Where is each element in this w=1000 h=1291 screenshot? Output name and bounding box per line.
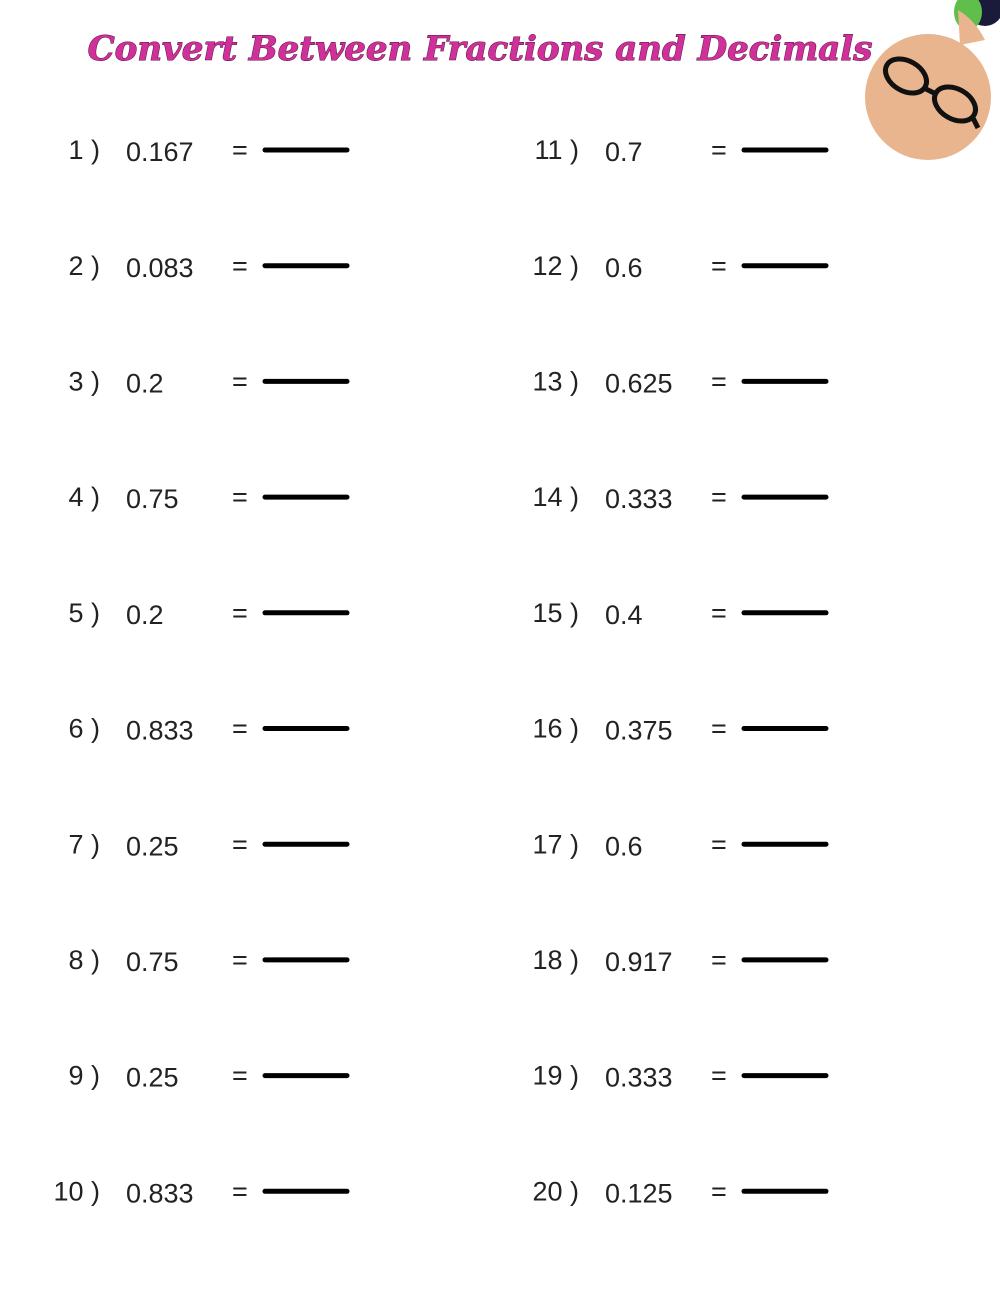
problem-number: 11 ): [534, 135, 579, 165]
decimal-value: 0.25: [126, 831, 179, 861]
decimal-value: 0.6: [605, 831, 643, 861]
decimal-value: 0.083: [126, 253, 194, 283]
problem-number: 20 ): [532, 1176, 579, 1206]
problem-number: 1 ): [68, 135, 100, 165]
problem-number: 5 ): [68, 598, 100, 628]
equals-sign: =: [711, 482, 727, 512]
problem-number: 9 ): [68, 1061, 100, 1091]
problem-number: 13 ): [532, 367, 579, 397]
equals-sign: =: [711, 1176, 727, 1206]
equals-sign: =: [232, 829, 248, 859]
problem-number: 3 ): [68, 367, 100, 397]
character-decoration: [865, 0, 1000, 160]
equals-sign: =: [232, 714, 248, 744]
problem-number: 12 ): [532, 251, 579, 281]
decimal-value: 0.125: [605, 1178, 673, 1208]
decimal-value: 0.2: [126, 600, 164, 630]
problem-number: 7 ): [68, 829, 100, 859]
equals-sign: =: [711, 945, 727, 975]
equals-sign: =: [232, 1061, 248, 1091]
decimal-value: 0.25: [126, 1063, 179, 1093]
problem-number: 17 ): [532, 829, 579, 859]
decimal-value: 0.2: [126, 369, 164, 399]
problem-number: 18 ): [532, 945, 579, 975]
equals-sign: =: [232, 135, 248, 165]
equals-sign: =: [711, 1061, 727, 1091]
problem-number: 6 ): [68, 714, 100, 744]
equals-sign: =: [232, 598, 248, 628]
problem-number: 4 ): [68, 482, 100, 512]
decimal-value: 0.833: [126, 716, 194, 746]
decimal-value: 0.917: [605, 947, 673, 977]
problem-number: 16 ): [532, 714, 579, 744]
decimal-value: 0.625: [605, 369, 673, 399]
decimal-value: 0.7: [605, 137, 643, 167]
equals-sign: =: [232, 251, 248, 281]
equals-sign: =: [232, 1176, 248, 1206]
problem-list: 1 ) 0.167 = 2 ) 0.083 = 3 ) 0.2 = 4 ) 0.75 = 5 ) 0.2 =…: [53, 135, 829, 1208]
decimal-value: 0.6: [605, 253, 643, 283]
problem-number: 15 ): [532, 598, 579, 628]
decimal-value: 0.333: [605, 1063, 673, 1093]
equals-sign: =: [711, 251, 727, 281]
decimal-value: 0.333: [605, 484, 673, 514]
equals-sign: =: [232, 945, 248, 975]
decimal-value: 0.833: [126, 1178, 194, 1208]
decimal-value: 0.375: [605, 716, 673, 746]
equals-sign: =: [711, 829, 727, 859]
decimal-value: 0.75: [126, 947, 179, 977]
problem-number: 19 ): [532, 1061, 579, 1091]
equals-sign: =: [711, 135, 727, 165]
problem-number: 2 ): [68, 251, 100, 281]
problem-number: 14 ): [532, 482, 579, 512]
worksheet-title: Convert Between Fractions and Decimals: [88, 29, 873, 69]
problem-number: 8 ): [68, 945, 100, 975]
equals-sign: =: [232, 482, 248, 512]
equals-sign: =: [711, 714, 727, 744]
equals-sign: =: [711, 367, 727, 397]
decimal-value: 0.167: [126, 137, 194, 167]
decimal-value: 0.4: [605, 600, 643, 630]
equals-sign: =: [232, 367, 248, 397]
decimal-value: 0.75: [126, 484, 179, 514]
problem-number: 10 ): [53, 1176, 100, 1206]
equals-sign: =: [711, 598, 727, 628]
